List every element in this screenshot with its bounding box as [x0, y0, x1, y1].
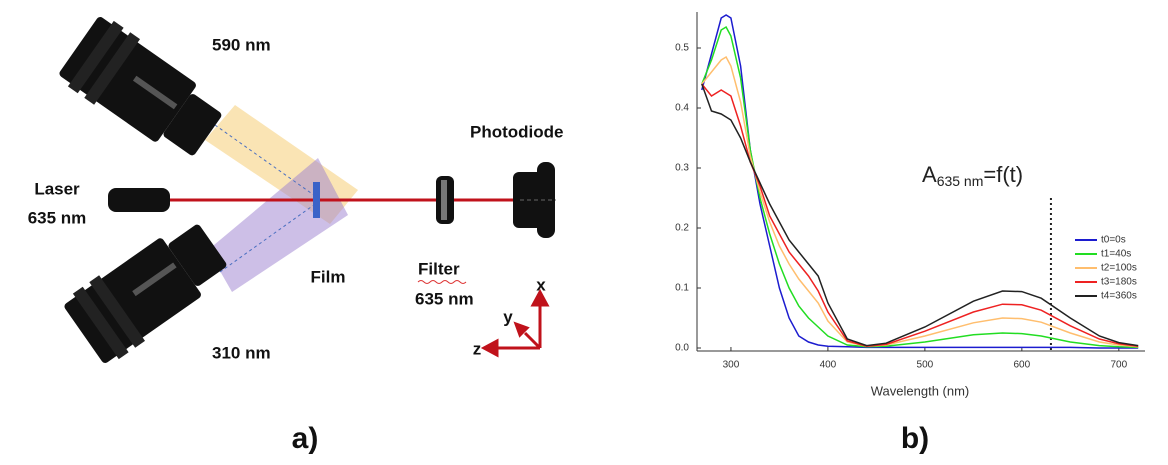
axis-label: z — [473, 339, 482, 358]
x-axis-title: Wavelength (nm) — [871, 383, 970, 398]
label: 635 nm — [415, 289, 474, 308]
axis-label: x — [536, 275, 546, 294]
beam-axis — [219, 201, 319, 273]
series-line — [701, 14, 1139, 349]
series-line — [701, 83, 1139, 347]
camera — [64, 224, 227, 363]
y-tick-label: 0.0 — [675, 343, 689, 354]
x-tick-label: 300 — [723, 360, 740, 371]
legend-label: t3=180s — [1101, 277, 1137, 288]
legend-label: t2=100s — [1101, 263, 1137, 274]
label: 590 nm — [212, 35, 271, 54]
y-tick-label: 0.2 — [675, 223, 689, 234]
series-line — [701, 55, 1139, 348]
x-tick-label: 600 — [1014, 360, 1031, 371]
panel-label: a) — [292, 422, 319, 455]
label: Laser — [34, 179, 80, 198]
annotation: A635 nm=f(t) — [922, 162, 1023, 189]
x-tick-label: 400 — [820, 360, 837, 371]
y-tick-label: 0.5 — [675, 43, 689, 54]
legend-label: t1=40s — [1101, 249, 1131, 260]
y-tick-label: 0.3 — [675, 163, 689, 174]
y-tick-label: 0.4 — [675, 103, 689, 114]
label: 310 nm — [212, 343, 271, 362]
panel-label: b) — [901, 422, 929, 455]
setup-diagram: 590 nm Laser 635 nm Film Filter 635 nm P… — [28, 17, 563, 455]
annotation-base: A — [922, 162, 937, 187]
laser — [108, 188, 170, 212]
label: Filter — [418, 259, 460, 278]
axes-icon — [480, 288, 550, 358]
label: Photodiode — [470, 122, 563, 141]
x-tick-label: 500 — [917, 360, 934, 371]
series-line — [701, 25, 1139, 349]
label: 635 nm — [28, 208, 87, 227]
series-line — [701, 83, 1139, 347]
legend-label: t0=0s — [1101, 235, 1126, 246]
spectra-chart: b) Wavelength (nm) A635 nm=f(t) 0.0 0.1 0.… — [675, 12, 1145, 455]
annotation-subscript: 635 nm — [937, 173, 984, 189]
camera — [59, 17, 222, 156]
label: Film — [311, 267, 346, 286]
annotation-text: =f(t) — [983, 162, 1023, 187]
film — [313, 182, 320, 218]
x-tick-label: 700 — [1110, 360, 1127, 371]
y-tick-label: 0.1 — [675, 283, 689, 294]
axis-label: y — [503, 307, 513, 326]
legend-label: t4=360s — [1101, 291, 1137, 302]
